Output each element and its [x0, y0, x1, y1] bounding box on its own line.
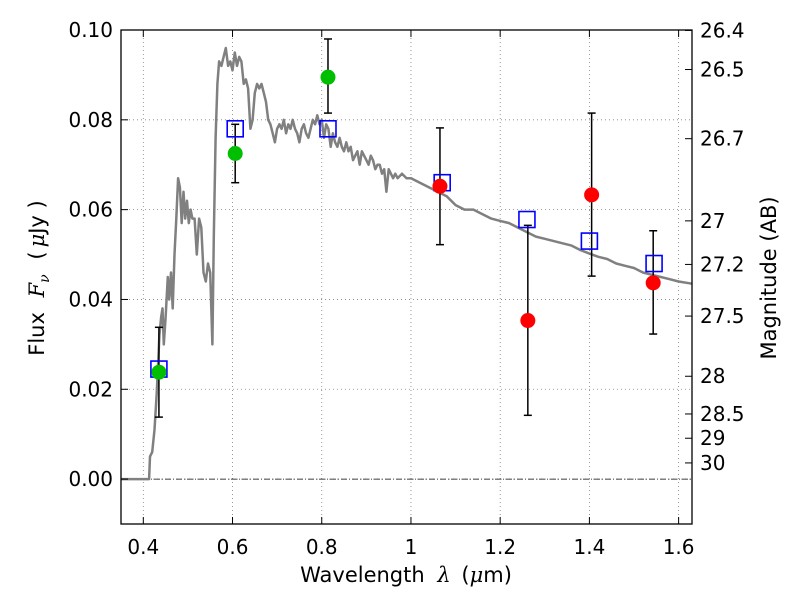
- x-axis-label-unit: m): [483, 563, 512, 587]
- x-tick-label: 1.2: [484, 535, 516, 559]
- y2-tick-label: 28.5: [700, 402, 745, 426]
- x-axis-label-open: (: [461, 563, 469, 587]
- y-tick-label: 0.10: [68, 18, 113, 42]
- y-axis-label-prefix: Flux: [25, 312, 49, 356]
- y-tick-label: 0.04: [68, 287, 113, 311]
- x-axis-label-prefix: Wavelength: [300, 563, 425, 587]
- optical-data-point: [320, 69, 336, 85]
- plot-frame: [120, 29, 693, 525]
- model-point: [319, 120, 337, 138]
- y-tick-label: 0.00: [68, 467, 113, 491]
- y2-tick-label: 29: [700, 426, 725, 450]
- x-tick-label: 0.8: [306, 535, 338, 559]
- x-tick-label: 0.6: [217, 535, 249, 559]
- x-tick-label: 1.6: [663, 535, 695, 559]
- model-sed-line: [121, 46, 693, 481]
- y2-tick-label: 28: [700, 364, 725, 388]
- model-point: [226, 120, 244, 138]
- x-axis-label: Wavelength λ (μm): [300, 563, 512, 587]
- ir-data-point: [584, 187, 600, 203]
- y-axis-label-open: (: [25, 251, 49, 259]
- y-axis-label-subscript: ν: [37, 274, 53, 283]
- x-axis-label-mu: μ: [470, 563, 484, 587]
- ir-data-point: [645, 275, 661, 291]
- y2-tick-label: 27: [700, 209, 725, 233]
- y2-tick-label: 26.4: [700, 18, 745, 42]
- x-tick-label: 1: [405, 535, 418, 559]
- ir-data-point: [432, 178, 448, 194]
- x-axis-label-symbol: λ: [436, 563, 450, 587]
- x-tick-label: 1.4: [573, 535, 605, 559]
- optical-data-point: [151, 364, 167, 380]
- y-axis-label-mu: μ: [25, 234, 49, 248]
- y-tick-label: 0.06: [68, 198, 113, 222]
- ir-data-point: [520, 313, 536, 329]
- x-tick-label: 0.4: [127, 535, 159, 559]
- y2-tick-label: 27.2: [700, 252, 745, 276]
- y-tick-label: 0.02: [68, 377, 113, 401]
- y2-tick-label: 30: [700, 451, 725, 475]
- model-point: [580, 232, 599, 250]
- model-point: [645, 254, 663, 273]
- y-axis-label: Flux Fν ( μJy ): [25, 200, 54, 355]
- y-axis-label-symbol: F: [25, 281, 49, 298]
- y2-tick-label: 26.7: [700, 127, 745, 151]
- y2-tick-label: 26.5: [700, 58, 745, 82]
- y-tick-label: 0.08: [68, 108, 113, 132]
- y-axis-label-unit: Jy ): [25, 200, 49, 236]
- axis-ticks: 0.4 0.6 0.8 1 1.2 1.4 1.6 0.00 0.02 0.04 0.06 0.08 0…: [68, 18, 744, 559]
- optical-data-point: [227, 146, 243, 161]
- y2-tick-label: 27.5: [700, 304, 745, 328]
- model-point: [518, 210, 536, 229]
- plot-area: [121, 38, 693, 481]
- y2-axis-label: Magnitude (AB): [757, 196, 781, 359]
